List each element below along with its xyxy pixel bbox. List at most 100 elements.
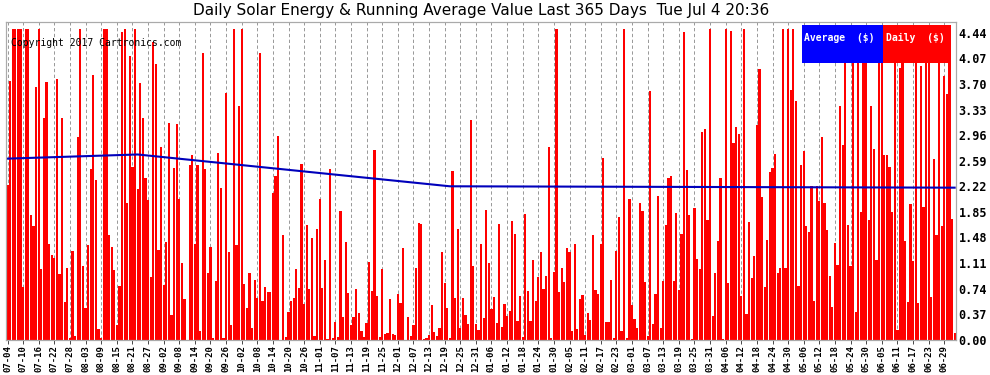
Bar [953, 333, 955, 340]
Bar [873, 149, 875, 340]
Bar [53, 258, 55, 340]
Bar [769, 172, 771, 340]
Bar [384, 334, 386, 340]
Bar [357, 313, 360, 340]
Bar [448, 338, 451, 340]
Bar [602, 158, 605, 340]
Bar [90, 169, 92, 340]
Bar [228, 252, 230, 340]
Bar [145, 178, 147, 340]
Bar [852, 28, 854, 340]
Bar [725, 28, 727, 340]
Bar [881, 28, 883, 340]
Bar [269, 292, 271, 340]
Text: Daily  ($): Daily ($) [886, 33, 944, 43]
Bar [293, 298, 295, 340]
Bar [360, 331, 362, 340]
Bar [352, 318, 354, 340]
Bar [792, 28, 794, 340]
Bar [241, 28, 243, 340]
Bar [800, 165, 802, 340]
Bar [43, 118, 46, 340]
Bar [20, 28, 22, 340]
Bar [925, 28, 927, 340]
Bar [439, 328, 441, 340]
Bar [560, 268, 563, 340]
Bar [402, 248, 404, 340]
Bar [300, 164, 303, 340]
Bar [594, 290, 597, 340]
Bar [92, 75, 94, 340]
Bar [355, 290, 357, 340]
Bar [589, 320, 591, 340]
Bar [225, 93, 227, 340]
Bar [600, 244, 602, 340]
Bar [212, 338, 214, 340]
Bar [82, 266, 84, 340]
Bar [857, 28, 859, 340]
Bar [790, 90, 792, 340]
Bar [779, 268, 781, 340]
Bar [261, 301, 263, 340]
Bar [795, 101, 797, 340]
Bar [391, 334, 394, 340]
Bar [311, 238, 313, 340]
Bar [888, 167, 891, 340]
Bar [368, 262, 370, 340]
Bar [116, 326, 118, 340]
Bar [912, 261, 914, 340]
Bar [860, 212, 862, 340]
Title: Daily Solar Energy & Running Average Value Last 365 Days  Tue Jul 4 20:36: Daily Solar Energy & Running Average Val… [193, 3, 769, 18]
Bar [132, 167, 134, 340]
Bar [917, 303, 920, 340]
Bar [170, 315, 172, 340]
Bar [592, 235, 594, 340]
Bar [134, 28, 137, 340]
Bar [111, 247, 113, 340]
Bar [496, 323, 498, 340]
Bar [821, 138, 823, 340]
Bar [272, 194, 274, 340]
Bar [119, 286, 121, 340]
Bar [220, 188, 222, 340]
Bar [568, 252, 570, 340]
Bar [787, 28, 789, 340]
Bar [543, 289, 545, 340]
Bar [923, 207, 925, 340]
Bar [862, 28, 864, 340]
Bar [420, 224, 423, 340]
Bar [327, 339, 329, 340]
Bar [915, 28, 917, 340]
Bar [434, 332, 436, 340]
Bar [753, 256, 755, 340]
Bar [907, 302, 909, 340]
Bar [199, 331, 201, 340]
Bar [397, 294, 399, 340]
Bar [608, 322, 610, 340]
Bar [813, 301, 815, 340]
Bar [667, 178, 669, 340]
Bar [147, 200, 149, 340]
Bar [576, 329, 578, 340]
Bar [167, 123, 170, 340]
Bar [659, 328, 661, 340]
Bar [623, 28, 626, 340]
Bar [527, 291, 529, 340]
Bar [579, 299, 581, 340]
Bar [610, 280, 612, 340]
Bar [555, 28, 557, 340]
Bar [938, 28, 940, 340]
Bar [66, 268, 68, 340]
Bar [758, 69, 760, 340]
Bar [137, 189, 139, 340]
Bar [428, 335, 430, 340]
Bar [615, 251, 618, 340]
Bar [519, 296, 521, 340]
Bar [797, 286, 800, 340]
Bar [308, 289, 311, 340]
Bar [680, 234, 682, 340]
Bar [266, 292, 269, 340]
Bar [303, 304, 305, 340]
Bar [522, 337, 524, 340]
Bar [282, 235, 284, 340]
